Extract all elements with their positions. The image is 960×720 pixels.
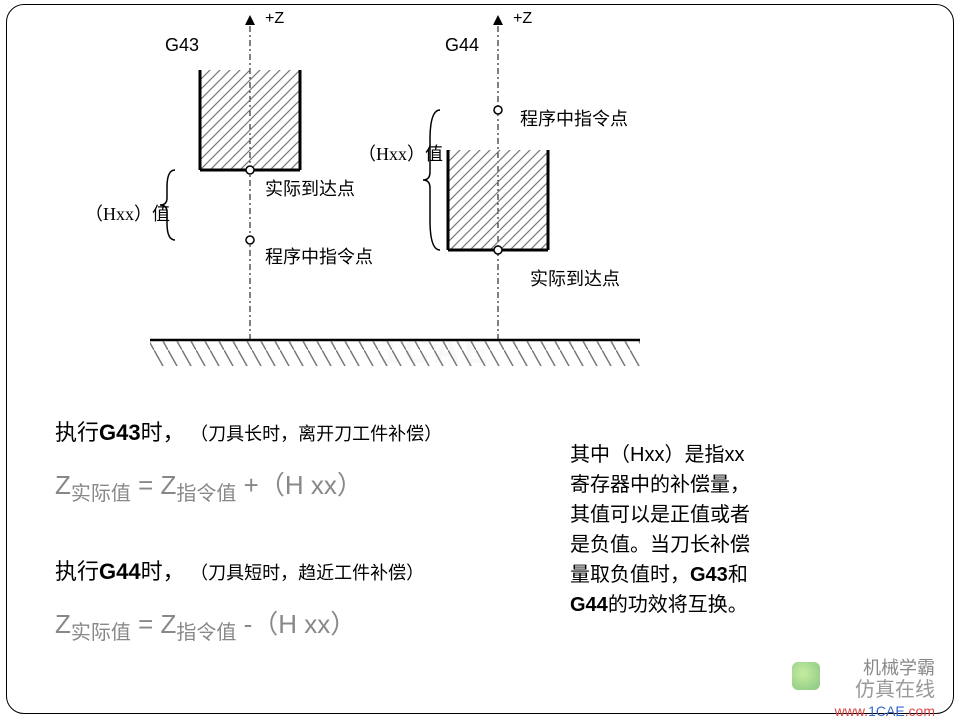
wm-sim: 仿真在线 bbox=[855, 673, 935, 702]
g43-header: 执行G43时， （刀具长时，离开刀工件补偿） bbox=[55, 415, 535, 447]
formula-block: 执行G43时， （刀具长时，离开刀工件补偿） Z实际值 = Z指令值 +（H x… bbox=[55, 415, 535, 645]
g43-formula: Z实际值 = Z指令值 +（H xx） bbox=[55, 465, 535, 506]
side-note: 其中（Hxx）是指xx 寄存器中的补偿量， 其值可以是正值或者 是负值。当刀长补… bbox=[570, 440, 900, 620]
diagram-svg bbox=[0, 0, 960, 380]
wm-url: www.1CAE.com bbox=[835, 703, 935, 719]
g44-formula: Z实际值 = Z指令值 -（H xx） bbox=[55, 604, 535, 645]
wechat-icon bbox=[792, 662, 820, 690]
g44-header: 执行G44时， （刀具短时，趋近工件补偿） bbox=[55, 554, 535, 586]
